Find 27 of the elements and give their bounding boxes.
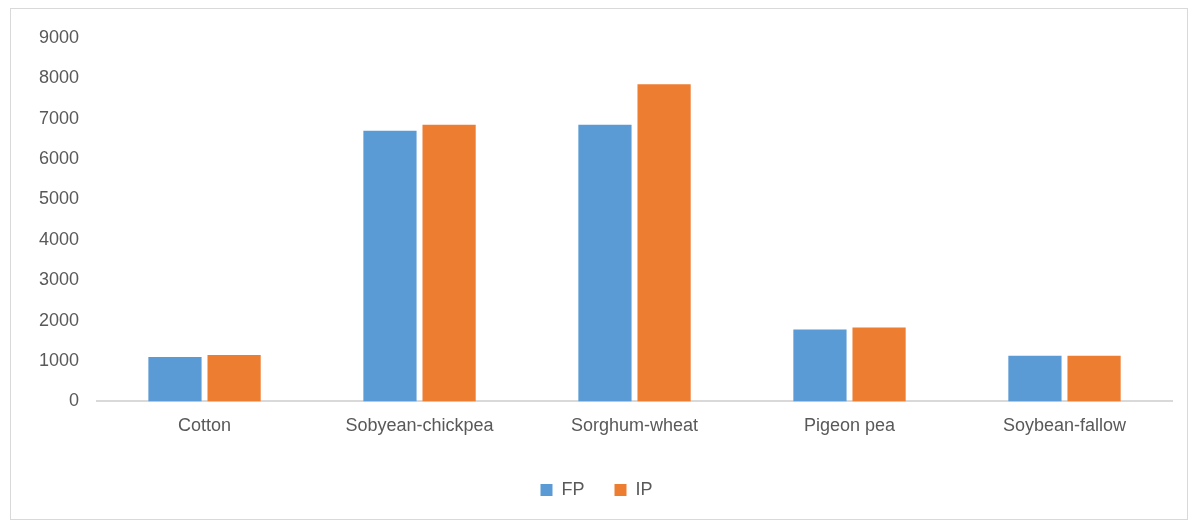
bar — [148, 356, 202, 402]
legend-label: FP — [561, 478, 585, 499]
bar — [207, 354, 261, 402]
bar — [793, 329, 847, 402]
bar — [637, 84, 691, 402]
bar — [363, 130, 417, 402]
bar — [1067, 355, 1121, 402]
y-tick-label: 8000 — [39, 67, 80, 88]
y-tick-label: 5000 — [39, 188, 80, 209]
y-tick-label: 7000 — [39, 107, 80, 128]
x-tick-label: Soybean-fallow — [1002, 415, 1128, 436]
x-tick-label: Sorghum-wheat — [570, 415, 699, 436]
x-tick-label: Pigeon pea — [803, 415, 897, 436]
y-tick-label: 4000 — [39, 228, 80, 249]
y-tick-label: 2000 — [39, 309, 80, 330]
legend-label: IP — [635, 478, 653, 499]
y-tick-label: 3000 — [39, 269, 80, 290]
y-tick-label: 6000 — [39, 147, 80, 168]
y-tick-label: 9000 — [39, 26, 80, 47]
y-tick-label: 0 — [69, 390, 80, 411]
y-tick-label: 1000 — [39, 349, 80, 370]
bar — [1008, 355, 1062, 402]
bar — [852, 327, 906, 402]
x-tick-label: Sobyean-chickpea — [345, 415, 495, 436]
bar — [422, 124, 476, 402]
x-tick-label: Cotton — [178, 415, 232, 436]
bar — [578, 124, 632, 402]
